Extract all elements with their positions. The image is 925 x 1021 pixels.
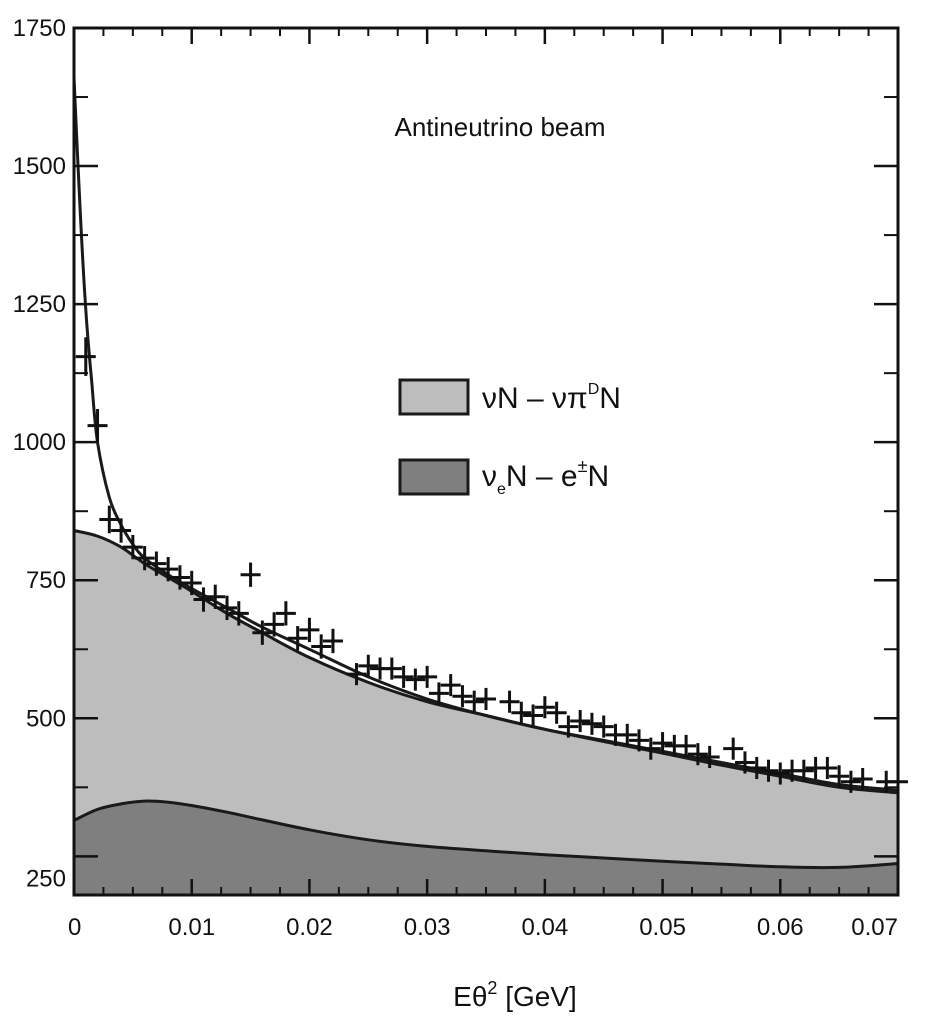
x-tick-label: 0.06 <box>757 914 804 941</box>
data-point <box>534 696 555 719</box>
chart-areas <box>74 530 898 895</box>
data-point <box>793 759 814 782</box>
data-point <box>264 612 285 637</box>
x-tick-label: 0 <box>68 914 81 941</box>
x-tick-label: 0.07 <box>851 914 898 941</box>
legend-label-electron: νeN – e±N <box>482 456 609 498</box>
x-tick-label: 0.03 <box>404 914 451 941</box>
data-point <box>381 657 402 680</box>
y-tick-label: 1500 <box>13 153 66 180</box>
data-point <box>758 759 779 782</box>
x-tick-label: 0.01 <box>168 914 215 941</box>
data-point <box>546 701 567 724</box>
data-point <box>617 723 638 746</box>
data-point <box>593 715 614 738</box>
data-point <box>652 732 673 755</box>
data-point <box>205 584 226 609</box>
area-series-0 <box>74 530 898 895</box>
data-point <box>240 562 261 587</box>
y-tick-label: 1000 <box>13 429 66 456</box>
data-point <box>87 409 108 443</box>
legend-swatch-electron <box>398 458 470 496</box>
data-point <box>687 743 708 766</box>
y-tick-labels: 250 500 750 1000 1250 1500 1750 <box>13 15 66 892</box>
data-point <box>405 668 426 691</box>
data-point <box>499 690 520 713</box>
data-point <box>311 634 332 659</box>
data-point <box>829 765 850 788</box>
x-tick-labels: 0 0.01 0.02 0.03 0.04 0.05 0.06 0.07 <box>68 914 898 941</box>
data-point <box>428 682 449 705</box>
data-point <box>746 756 767 780</box>
data-point <box>723 737 744 760</box>
data-point <box>476 687 496 711</box>
data-point <box>346 663 367 686</box>
x-axis-label: Eθ2 [GeV] <box>453 978 577 1012</box>
data-point <box>228 601 249 626</box>
data-point <box>158 557 179 582</box>
data-point <box>181 570 202 596</box>
data-point <box>676 734 697 757</box>
x-tick-label: 0.02 <box>286 914 333 941</box>
data-point <box>99 505 120 534</box>
data-point <box>169 565 190 590</box>
data-point <box>734 751 755 774</box>
legend-swatch-pion <box>398 378 470 416</box>
data-point <box>852 767 873 791</box>
data-point <box>440 674 461 697</box>
x-tick-label: 0.05 <box>639 914 686 941</box>
data-point <box>322 628 343 654</box>
y-tick-label: 1250 <box>13 291 66 318</box>
data-point <box>581 712 602 735</box>
data-point <box>770 762 791 785</box>
data-point <box>558 715 579 738</box>
data-point <box>629 729 650 752</box>
data-point <box>111 518 132 543</box>
data-point <box>699 745 720 768</box>
data-point <box>393 665 414 688</box>
area-outline-1 <box>73 799 899 870</box>
data-point <box>640 737 661 760</box>
y-tick-label: 500 <box>26 705 66 732</box>
data-point <box>275 601 296 626</box>
data-point <box>122 534 143 560</box>
data-point <box>299 617 320 643</box>
legend-label-pion: νN – νπDN <box>482 381 621 415</box>
x-tick-label: 0.04 <box>521 914 568 941</box>
data-point <box>570 710 591 733</box>
data-point <box>523 704 544 727</box>
data-point <box>134 545 155 571</box>
data-point <box>252 620 273 645</box>
legend: νN – νπDN νeN – e±N <box>398 378 621 498</box>
data-point <box>358 654 379 677</box>
data-point <box>840 770 861 793</box>
data-point <box>464 690 485 713</box>
data-point <box>417 665 438 688</box>
annotation-beam: Antineutrino beam <box>394 112 605 142</box>
data-point <box>817 756 838 780</box>
data-point <box>287 626 308 651</box>
chart-points <box>75 337 908 793</box>
data-point <box>75 337 96 376</box>
data-point <box>452 685 473 708</box>
y-tick-label: 250 <box>26 865 66 892</box>
data-point <box>146 551 167 576</box>
data-point <box>193 587 214 612</box>
axis-ticks <box>72 26 900 895</box>
y-tick-label: 750 <box>26 567 66 594</box>
data-point <box>511 701 532 724</box>
data-point <box>217 595 238 620</box>
y-tick-label: 1750 <box>13 15 66 42</box>
